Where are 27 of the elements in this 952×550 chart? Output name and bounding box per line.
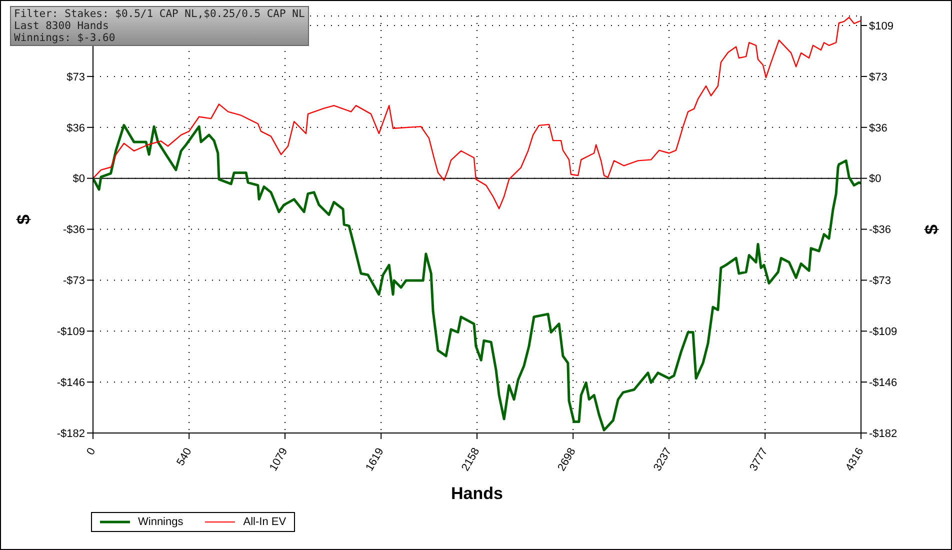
legend-label: All-In EV <box>242 516 286 528</box>
y2-axis-title: $ <box>921 224 942 235</box>
y-tick-label: $36 <box>66 122 85 134</box>
y2-tick-label: -$73 <box>869 275 892 288</box>
x-tick-label: 0 <box>84 446 98 458</box>
y-tick-label: -$36 <box>62 224 85 236</box>
y-tick-label: -$146 <box>56 376 85 389</box>
y-tick-label: -$73 <box>62 275 85 288</box>
x-tick-label: 540 <box>174 446 194 468</box>
y-tick-label: -$182 <box>56 428 85 440</box>
annotation: Last 8300 Hands <box>14 20 110 32</box>
y2-tick-label: -$36 <box>869 224 892 236</box>
legend-label: Winnings <box>137 516 184 528</box>
y2-tick-label: $36 <box>869 122 888 134</box>
y-tick-label: $73 <box>66 71 85 84</box>
y2-tick-label: -$182 <box>869 428 898 440</box>
y2-tick-label: $73 <box>869 71 888 84</box>
annotation: Filter: Stakes: $0.5/1 CAP NL,$0.25/0.5 CAP NL <box>14 8 305 20</box>
y-axis-title: $ <box>13 214 34 224</box>
y-tick-label: $0 <box>72 173 85 186</box>
y2-tick-label: $0 <box>869 173 882 186</box>
y2-tick-label: -$146 <box>869 376 898 389</box>
annotation: Winnings: $-3.60 <box>14 32 116 44</box>
y-tick-label: -$109 <box>56 326 85 338</box>
y2-tick-label: $109 <box>869 20 894 32</box>
x-axis-title: Hands <box>451 484 503 503</box>
y2-tick-label: -$109 <box>869 326 898 338</box>
